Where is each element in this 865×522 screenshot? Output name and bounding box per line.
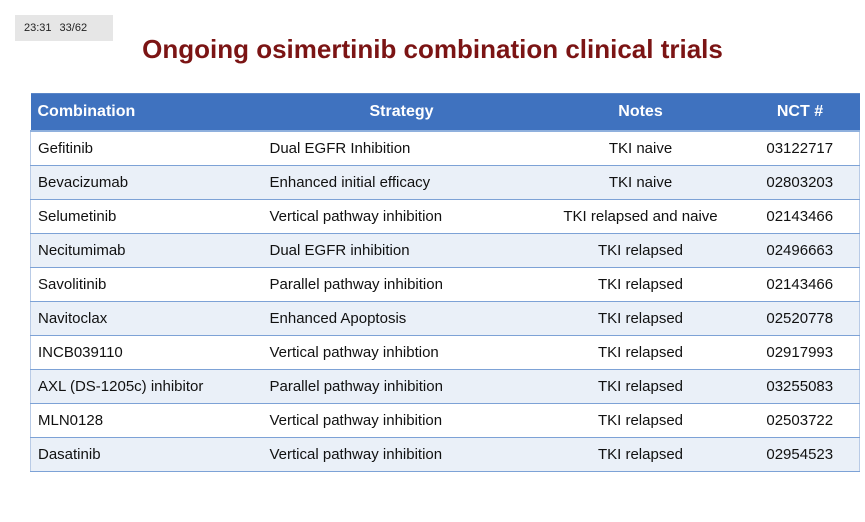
cell-strategy: Vertical pathway inhibition [262,403,541,438]
timestamp: 23:31 [24,22,52,34]
column-header-nct: NCT # [740,93,860,132]
table-row: Necitumimab Dual EGFR inhibition TKI relap… [30,233,860,268]
cell-notes: TKI relapsed [540,369,741,404]
cell-nct: 02143466 [740,267,860,302]
column-header-combination: Combination [30,93,263,132]
cell-combination: Selumetinib [30,199,263,234]
cell-combination: Savolitinib [30,267,263,302]
table-row: Dasatinib Vertical pathway inhibition TKI … [30,437,860,472]
cell-strategy: Vertical pathway inhibition [262,437,541,472]
slide-title: Ongoing osimertinib combination clinical… [142,34,723,64]
slide-counter: 33/62 [59,22,88,34]
column-header-notes: Notes [540,93,741,132]
cell-combination: Navitoclax [30,301,263,336]
column-header-strategy: Strategy [262,93,541,132]
cell-strategy: Enhanced initial efficacy [262,165,541,200]
cell-combination: INCB039110 [30,335,263,370]
cell-nct: 02917993 [740,335,860,370]
cell-notes: TKI relapsed [540,233,741,268]
cell-notes: TKI relapsed and naive [540,199,741,234]
trials-table: Combination Strategy Notes NCT # Gefitin… [30,93,860,472]
cell-strategy: Dual EGFR Inhibition [262,131,541,166]
table-row: Navitoclax Enhanced Apoptosis TKI relapsed… [30,301,860,336]
cell-nct: 02496663 [740,233,860,268]
cell-nct: 02803203 [740,165,860,200]
cell-nct: 03255083 [740,369,860,404]
table-row: Savolitinib Parallel pathway inhibition TK… [30,267,860,302]
cell-notes: TKI relapsed [540,437,741,472]
cell-strategy: Parallel pathway inhibition [262,267,541,302]
table-row: MLN0128 Vertical pathway inhibition TKI re… [30,403,860,438]
cell-nct: 02143466 [740,199,860,234]
table-row: AXL (DS-1205c) inhibitor Parallel pathway… [30,369,860,404]
cell-nct: 02954523 [740,437,860,472]
cell-strategy: Vertical pathway inhibtion [262,335,541,370]
cell-notes: TKI relapsed [540,335,741,370]
cell-strategy: Enhanced Apoptosis [262,301,541,336]
cell-nct: 03122717 [740,131,860,166]
cell-combination: Dasatinib [30,437,263,472]
table-row: Selumetinib Vertical pathway inhibition TK… [30,199,860,234]
cell-strategy: Dual EGFR inhibition [262,233,541,268]
cell-combination: AXL (DS-1205c) inhibitor [30,369,263,404]
cell-strategy: Parallel pathway inhibition [262,369,541,404]
cell-combination: Gefitinib [30,131,263,166]
cell-combination: Necitumimab [30,233,263,268]
cell-nct: 02503722 [740,403,860,438]
cell-notes: TKI naive [540,165,741,200]
cell-notes: TKI naive [540,131,741,166]
cell-strategy: Vertical pathway inhibition [262,199,541,234]
cell-combination: Bevacizumab [30,165,263,200]
cell-notes: TKI relapsed [540,267,741,302]
table-header-row: Combination Strategy Notes NCT # [30,93,860,132]
table-row: Bevacizumab Enhanced initial efficacy TKI … [30,165,860,200]
table-row: Gefitinib Dual EGFR Inhibition TKI naive 03… [30,131,860,166]
cell-notes: TKI relapsed [540,403,741,438]
player-time-overlay: 23:31 33/62 [15,15,113,41]
table-body: Gefitinib Dual EGFR Inhibition TKI naive 03… [30,131,860,472]
table-row: INCB039110 Vertical pathway inhibtion TKI … [30,335,860,370]
cell-notes: TKI relapsed [540,301,741,336]
cell-nct: 02520778 [740,301,860,336]
cell-combination: MLN0128 [30,403,263,438]
